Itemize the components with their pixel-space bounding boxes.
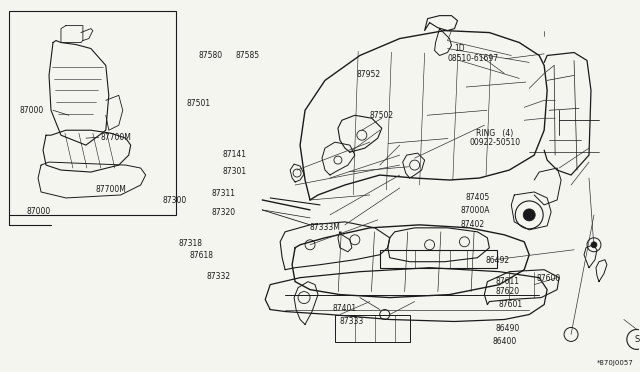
Text: 87300: 87300 (163, 196, 187, 205)
Text: 87618: 87618 (189, 251, 213, 260)
Text: 87700M: 87700M (101, 133, 132, 142)
Text: 87401: 87401 (333, 304, 357, 313)
Text: 08510-61697: 08510-61697 (447, 54, 499, 63)
Bar (335, 314, 410, 342)
Text: 87333: 87333 (339, 317, 364, 326)
Text: 87585: 87585 (236, 51, 260, 60)
Text: 87333M: 87333M (309, 223, 340, 232)
Text: 87611: 87611 (495, 277, 519, 286)
Text: 87600: 87600 (537, 274, 561, 283)
Text: 86400: 86400 (492, 337, 516, 346)
Text: 87332: 87332 (207, 272, 230, 281)
Text: 87700M: 87700M (95, 185, 127, 194)
Text: 87952: 87952 (357, 70, 381, 79)
Circle shape (591, 242, 597, 248)
Text: 87620: 87620 (495, 287, 520, 296)
Circle shape (524, 209, 535, 221)
Text: 87601: 87601 (499, 300, 523, 309)
Text: 00922-50510: 00922-50510 (470, 138, 521, 147)
Text: 87301: 87301 (223, 167, 246, 176)
Text: S: S (634, 335, 639, 344)
Text: 87405: 87405 (465, 193, 490, 202)
Bar (9, 11, 175, 215)
Text: 87000A: 87000A (460, 206, 490, 215)
Text: RING   (4): RING (4) (476, 129, 513, 138)
Text: 87141: 87141 (223, 150, 246, 159)
Text: 87501: 87501 (186, 99, 210, 108)
Text: 87502: 87502 (370, 111, 394, 120)
Text: 87311: 87311 (212, 189, 236, 198)
Text: 87000: 87000 (19, 106, 44, 115)
Text: 86492: 86492 (486, 256, 510, 264)
Text: 87318: 87318 (179, 239, 202, 248)
Text: 87580: 87580 (199, 51, 223, 60)
Text: 86490: 86490 (495, 324, 520, 333)
Text: *870J0057: *870J0057 (597, 360, 634, 366)
Text: 87320: 87320 (212, 208, 236, 217)
Text: 1D: 1D (454, 44, 465, 53)
Text: 87402: 87402 (460, 221, 484, 230)
Bar (380, 250, 497, 268)
Text: 87000: 87000 (27, 208, 51, 217)
